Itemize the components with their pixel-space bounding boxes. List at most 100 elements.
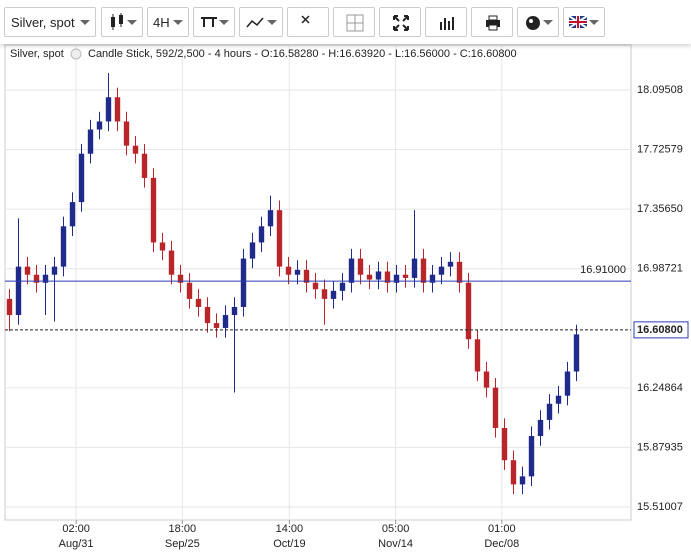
candle-body — [312, 282, 319, 290]
candle-body — [555, 395, 562, 404]
icon — [393, 15, 409, 31]
icon — [246, 17, 264, 28]
candle-body — [60, 226, 67, 267]
candle-body — [249, 242, 256, 259]
y-tick-label: 16.24864 — [637, 382, 683, 394]
candle-body — [465, 282, 472, 340]
candle-body — [24, 266, 31, 275]
candle-body — [357, 258, 364, 275]
candle-body — [285, 266, 292, 275]
candle-body — [78, 153, 85, 203]
candle-body — [15, 266, 22, 316]
candle-body — [69, 202, 76, 227]
chart-subtitle: Candle Stick, 592/2,500 - 4 hours - O:16… — [88, 48, 517, 60]
x-tick-label: 05:00 — [382, 523, 410, 535]
candle-body — [393, 274, 400, 283]
candle-body — [240, 258, 247, 307]
candle-body — [276, 210, 283, 267]
fullscreen-button[interactable] — [379, 7, 421, 37]
y-tick-label: 16.98721 — [637, 263, 683, 275]
horizontal-line-label: 16.91000 — [580, 264, 626, 276]
candle-body — [447, 261, 454, 267]
x-tick-date: Aug/31 — [59, 538, 94, 550]
plot-area — [4, 44, 632, 521]
candle-body — [564, 371, 571, 396]
candle-body — [429, 274, 436, 283]
timeframe-text: 4H — [153, 15, 170, 30]
candle-body — [528, 436, 535, 477]
candle-body — [6, 298, 13, 316]
candle-body — [222, 315, 229, 328]
chart-type-button[interactable] — [101, 7, 143, 37]
candle-body — [339, 282, 346, 291]
candle-body — [177, 274, 184, 283]
symbol-text: Silver, spot — [11, 15, 75, 30]
candle-body — [537, 419, 544, 437]
candle-body — [231, 306, 238, 316]
timeframe-select[interactable]: 4H — [147, 7, 189, 37]
grid-button[interactable] — [333, 7, 375, 37]
icon — [301, 15, 310, 24]
candle-body — [330, 290, 337, 299]
candle-body — [483, 371, 490, 388]
candle-body — [366, 274, 373, 280]
y-tick-label: 17.72579 — [637, 143, 683, 155]
candle-body — [258, 226, 265, 243]
candle-body — [96, 121, 103, 130]
candle-body — [546, 403, 553, 420]
icon — [440, 17, 454, 30]
x-tick-label: 14:00 — [276, 523, 304, 535]
y-tick-label: 18.09508 — [637, 84, 683, 96]
y-tick-label: 15.87935 — [637, 441, 683, 453]
candle-body — [321, 289, 328, 299]
candle-body — [492, 387, 499, 428]
candle-body — [114, 97, 121, 122]
candle-body — [159, 242, 166, 251]
candle-body — [573, 334, 580, 372]
y-tick-label: 17.35650 — [637, 203, 683, 215]
candle-body — [501, 427, 508, 461]
candle-body — [348, 258, 355, 283]
candle-body — [168, 250, 175, 275]
candle-body — [33, 274, 40, 283]
y-tick-label: 15.51007 — [637, 501, 683, 513]
x-tick-date: Nov/14 — [378, 538, 413, 550]
theme-button[interactable] — [517, 7, 559, 37]
candle-body — [438, 266, 445, 275]
symbol-select[interactable]: Silver, spot — [4, 7, 96, 37]
icon — [486, 15, 500, 31]
icon — [201, 17, 217, 27]
indicator-button[interactable] — [193, 7, 235, 37]
volume-button[interactable] — [425, 7, 467, 37]
x-tick-date: Oct/19 — [273, 538, 305, 550]
candle-body — [375, 271, 382, 280]
candle-body — [294, 269, 301, 275]
candle-body — [105, 97, 112, 122]
last-price-label: 16.60800 — [637, 324, 683, 336]
toolbar: Silver, spot 4H — [0, 0, 691, 44]
candle-body — [402, 274, 409, 278]
candle-body — [456, 261, 463, 283]
clear-button[interactable] — [287, 7, 329, 37]
candle-body — [141, 153, 148, 178]
candle-body — [213, 323, 220, 328]
eye-icon[interactable] — [70, 48, 82, 60]
print-button[interactable] — [471, 7, 513, 37]
icon — [346, 14, 364, 32]
candle-body — [87, 129, 94, 154]
x-tick-label: 18:00 — [169, 523, 197, 535]
x-tick-date: Dec/08 — [484, 538, 519, 550]
candle-body — [510, 460, 517, 485]
candle-body — [186, 282, 193, 299]
x-tick-label: 01:00 — [488, 523, 516, 535]
candle-body — [132, 145, 139, 154]
candle-body — [123, 121, 130, 146]
language-button[interactable] — [563, 7, 605, 37]
drawing-button[interactable] — [239, 7, 283, 37]
candle-body — [384, 271, 391, 283]
candle-body — [411, 258, 418, 278]
candle-body — [303, 269, 310, 283]
candle-body — [42, 274, 49, 283]
